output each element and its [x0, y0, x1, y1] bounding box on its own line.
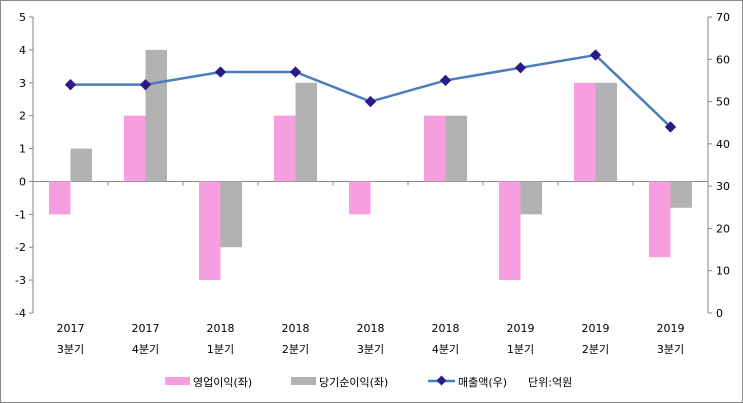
left-tick-label: 3	[19, 77, 26, 90]
category-label-quarter: 3분기	[657, 343, 684, 356]
legend-swatch-net-profit	[291, 377, 316, 385]
bar-operating-profit	[499, 181, 521, 281]
bar-net-profit	[670, 181, 692, 208]
right-tick-label: 0	[716, 307, 723, 320]
legend-swatch-operating-profit	[165, 377, 190, 385]
bar-net-profit	[445, 115, 467, 182]
left-tick-label: 4	[19, 44, 26, 57]
bar-operating-profit	[649, 181, 671, 258]
bar-net-profit	[145, 49, 167, 182]
category-label-quarter: 2분기	[282, 343, 309, 356]
bar-operating-profit	[574, 82, 596, 182]
unit-note: 단위:억원	[528, 376, 572, 389]
legend-marker-revenue	[436, 375, 447, 386]
category-label-year: 2019	[582, 322, 610, 335]
bar-net-profit	[520, 181, 542, 215]
category-label-year: 2018	[432, 322, 460, 335]
bar-operating-profit	[349, 181, 371, 215]
category-label-quarter: 3분기	[357, 343, 384, 356]
category-label-year: 2018	[357, 322, 385, 335]
category-label-quarter: 4분기	[432, 343, 459, 356]
bar-operating-profit	[274, 115, 296, 182]
category-label-year: 2018	[207, 322, 235, 335]
category-label-quarter: 2분기	[582, 343, 609, 356]
right-tick-label: 50	[716, 96, 730, 109]
right-tick-label: 10	[716, 265, 730, 278]
left-tick-label: 0	[19, 175, 26, 188]
left-tick-label: 5	[19, 11, 26, 24]
left-tick-label: -2	[15, 241, 26, 254]
bar-net-profit	[595, 82, 617, 182]
bar-operating-profit	[424, 115, 446, 182]
right-tick-label: 20	[716, 222, 730, 235]
left-tick-label: -4	[15, 307, 26, 320]
right-tick-label: 70	[716, 11, 730, 24]
bar-net-profit	[220, 181, 242, 248]
category-label-quarter: 1분기	[207, 343, 234, 356]
legend-label-operating-profit: 영업이익(좌)	[193, 376, 252, 389]
left-tick-label: -1	[15, 208, 26, 221]
left-tick-label: 1	[19, 143, 26, 156]
bar-net-profit	[295, 82, 317, 182]
category-label-year: 2019	[507, 322, 535, 335]
category-label-quarter: 4분기	[132, 343, 159, 356]
right-tick-label: 30	[716, 180, 730, 193]
category-label-year: 2017	[132, 322, 160, 335]
bar-operating-profit	[124, 115, 146, 182]
category-label-quarter: 1분기	[507, 343, 534, 356]
left-tick-label: 2	[19, 110, 26, 123]
category-label-year: 2018	[282, 322, 310, 335]
revenue-point	[589, 49, 602, 61]
category-label-quarter: 3분기	[57, 343, 84, 356]
left-tick-label: -3	[15, 274, 26, 287]
bar-operating-profit	[199, 181, 221, 281]
legend-label-revenue: 매출액(우)	[458, 376, 507, 389]
category-label-year: 2019	[657, 322, 685, 335]
right-tick-label: 60	[716, 53, 730, 66]
bar-operating-profit	[49, 181, 71, 215]
bar-net-profit	[70, 148, 92, 182]
category-label-year: 2017	[57, 322, 85, 335]
right-tick-label: 40	[716, 138, 730, 151]
legend-label-net-profit: 당기순이익(좌)	[319, 376, 388, 389]
